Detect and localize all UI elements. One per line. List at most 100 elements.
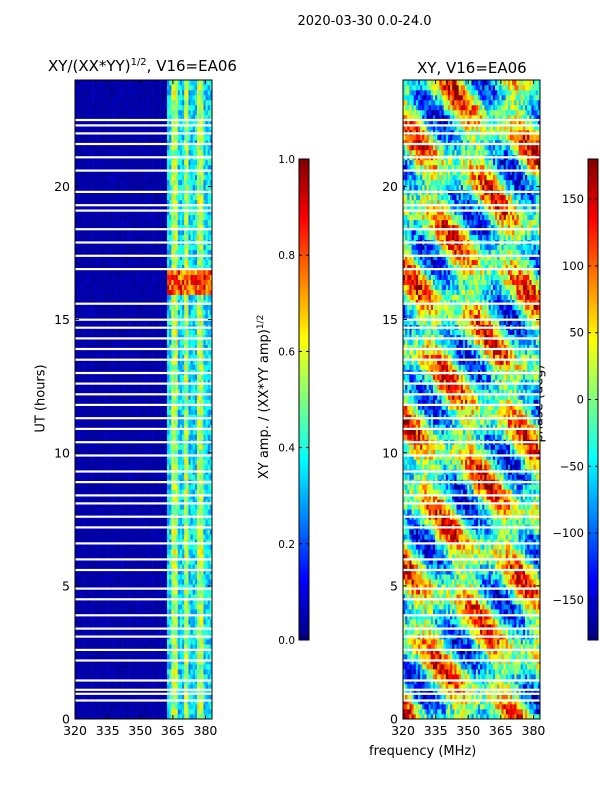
heatmap-cell [128, 549, 131, 555]
heatmap-cell [115, 594, 119, 600]
heatmap-cell [122, 694, 125, 700]
heatmap-cell [209, 344, 213, 350]
heatmap-cell [141, 679, 144, 685]
heatmap-cell [81, 659, 84, 665]
heatmap-cell [139, 694, 142, 700]
heatmap-cell [107, 489, 110, 495]
heatmap-cell [107, 564, 110, 570]
heatmap-cell [128, 429, 131, 435]
heatmap-cell [199, 624, 202, 630]
heatmap-cell [113, 694, 116, 700]
heatmap-cell [209, 699, 213, 705]
heatmap-cell [156, 349, 159, 355]
heatmap-cell [167, 704, 170, 710]
heatmap-cell [147, 379, 151, 385]
heatmap-cell [134, 499, 138, 505]
heatmap-cell [190, 554, 194, 560]
heatmap-cell [87, 669, 91, 675]
heatmap-cell [188, 714, 191, 720]
heatmap-cell [201, 714, 204, 720]
heatmap-cell [199, 644, 202, 650]
heatmap-cell [115, 444, 119, 450]
heatmap-cell [160, 689, 164, 695]
heatmap-cell [162, 664, 166, 670]
heatmap-cell [158, 329, 161, 335]
heatmap-cell [79, 554, 82, 560]
heatmap-cell [188, 684, 191, 690]
heatmap-cell [137, 594, 140, 600]
heatmap-cell [75, 584, 78, 590]
left-title-rest: , V16=EA06 [146, 57, 237, 75]
heatmap-cell [132, 619, 136, 625]
heatmap-cell [149, 694, 153, 700]
heatmap-cell [145, 604, 149, 610]
heatmap-cell [160, 454, 164, 460]
heatmap-cell [102, 494, 106, 500]
heatmap-cell [177, 709, 181, 715]
heatmap-cell [141, 574, 144, 580]
heatmap-cell [164, 454, 168, 460]
heatmap-cell [124, 544, 127, 550]
heatmap-cell [109, 454, 112, 460]
heatmap-cell [141, 344, 144, 350]
heatmap-cell [179, 399, 183, 405]
heatmap-cell [128, 554, 131, 560]
heatmap-cell [162, 534, 166, 540]
heatmap-cell [152, 454, 155, 460]
heatmap-cell [169, 559, 172, 565]
heatmap-cell [186, 339, 189, 345]
heatmap-cell [107, 529, 110, 535]
heatmap-cell [128, 359, 131, 365]
heatmap-cell [177, 674, 181, 680]
heatmap-cell [158, 599, 161, 605]
heatmap-cell [205, 509, 209, 515]
heatmap-cell [100, 419, 104, 425]
heatmap-cell [119, 429, 123, 435]
heatmap-cell [85, 504, 89, 510]
heatmap-cell [130, 494, 134, 500]
heatmap-cell [132, 544, 136, 550]
heatmap-cell [124, 714, 127, 720]
heatmap-cell [152, 579, 155, 585]
heatmap-cell [79, 344, 82, 350]
heatmap-cell [205, 444, 209, 450]
heatmap-cell [205, 674, 209, 680]
heatmap-cell [209, 689, 213, 695]
heatmap-cell [100, 654, 104, 660]
heatmap-cell [137, 384, 140, 390]
heatmap-cell [85, 434, 89, 440]
heatmap-cell [147, 399, 151, 405]
heatmap-cell [109, 674, 112, 680]
heatmap-cell [77, 599, 80, 605]
heatmap-cell [81, 334, 84, 340]
heatmap-cell [111, 699, 114, 705]
heatmap-cell [87, 604, 91, 610]
heatmap-cell [173, 549, 176, 555]
heatmap-cell [158, 449, 161, 455]
heatmap-cell [83, 549, 86, 555]
heatmap-cell [139, 489, 142, 495]
heatmap-cell [96, 669, 99, 675]
heatmap-cell [128, 639, 131, 645]
heatmap-cell [89, 389, 93, 395]
heatmap-cell [184, 554, 187, 560]
heatmap-cell [96, 679, 99, 685]
heatmap-cell [145, 714, 149, 720]
heatmap-cell [175, 674, 179, 680]
heatmap-cell [115, 484, 119, 490]
heatmap-cell [207, 444, 211, 450]
heatmap-cell [117, 664, 121, 670]
heatmap-cell [182, 579, 185, 585]
heatmap-cell [104, 689, 108, 695]
heatmap-cell [179, 519, 183, 525]
heatmap-cell [77, 429, 80, 435]
heatmap-cell [139, 509, 142, 515]
heatmap-cell [117, 499, 121, 505]
heatmap-cell [162, 554, 166, 560]
heatmap-cell [209, 374, 213, 380]
heatmap-cell [87, 659, 91, 665]
heatmap-cell [79, 599, 82, 605]
heatmap-cell [152, 624, 155, 630]
heatmap-cell [137, 549, 140, 555]
heatmap-cell [77, 544, 80, 550]
